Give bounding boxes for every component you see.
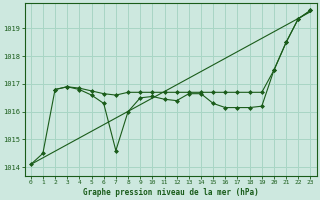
X-axis label: Graphe pression niveau de la mer (hPa): Graphe pression niveau de la mer (hPa) (83, 188, 259, 197)
